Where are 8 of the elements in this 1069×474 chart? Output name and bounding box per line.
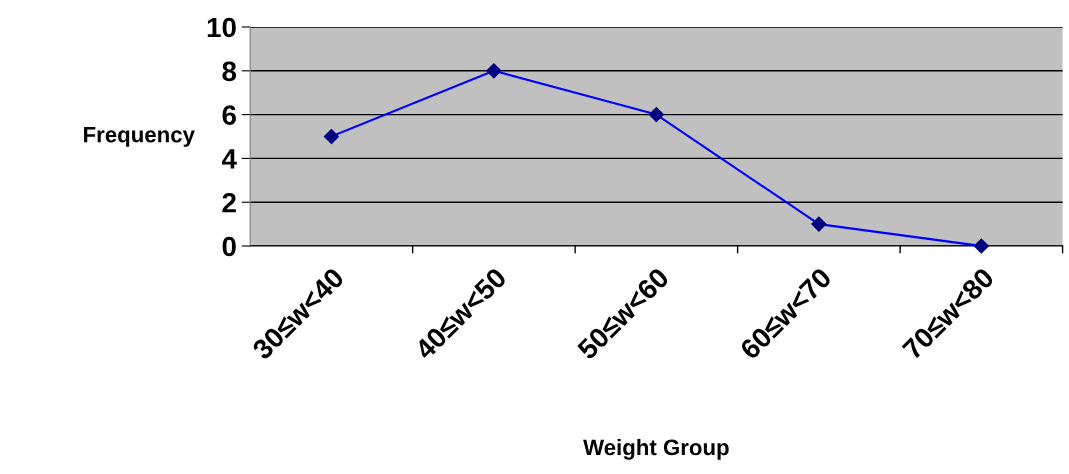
y-axis-title: Frequency bbox=[84, 126, 195, 147]
y-tick-label: 4 bbox=[221, 149, 237, 169]
y-tick-label: 8 bbox=[222, 61, 237, 82]
x-axis-title: Weight Group bbox=[583, 438, 729, 460]
y-tick-label: 6 bbox=[222, 105, 236, 125]
y-tick-label: 2 bbox=[222, 192, 236, 213]
y-tick-label: 10 bbox=[207, 17, 236, 38]
y-tick-label: 0 bbox=[222, 236, 236, 257]
